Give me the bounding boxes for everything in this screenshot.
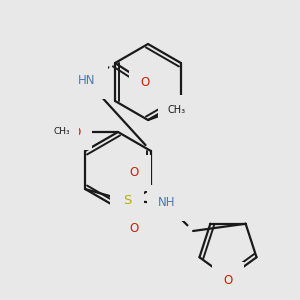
Text: O: O: [140, 76, 150, 89]
Text: O: O: [130, 167, 139, 179]
Text: S: S: [123, 194, 131, 208]
Text: NH: NH: [158, 196, 176, 209]
Text: O: O: [224, 274, 232, 286]
Text: O: O: [71, 125, 81, 139]
Text: CH₃: CH₃: [54, 127, 70, 136]
Text: HN: HN: [78, 74, 96, 88]
Text: O: O: [130, 223, 139, 236]
Text: CH₃: CH₃: [168, 105, 186, 115]
